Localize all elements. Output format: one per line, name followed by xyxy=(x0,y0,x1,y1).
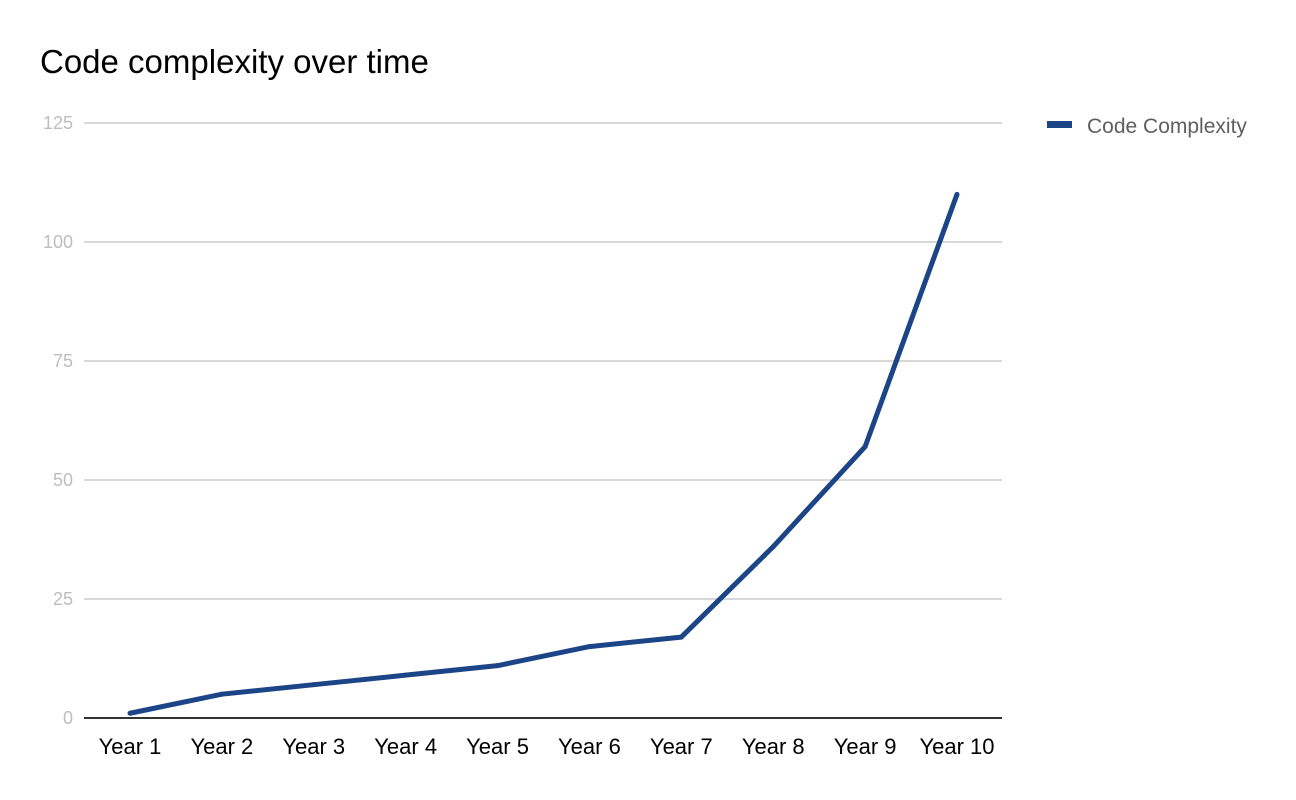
chart-title: Code complexity over time xyxy=(40,43,429,80)
x-tick-label: Year 5 xyxy=(466,734,529,759)
gridlines xyxy=(84,122,1002,719)
x-tick-label: Year 4 xyxy=(374,734,437,759)
data-point xyxy=(586,644,592,650)
x-tick-label: Year 8 xyxy=(742,734,805,759)
y-axis-ticks: 0 25 50 75 100 125 xyxy=(43,113,73,728)
x-tick-label: Year 1 xyxy=(99,734,162,759)
y-tick-label: 50 xyxy=(53,470,73,490)
x-tick-label: Year 2 xyxy=(190,734,253,759)
x-tick-label: Year 7 xyxy=(650,734,713,759)
data-point xyxy=(862,444,868,450)
y-tick-label: 75 xyxy=(53,351,73,371)
x-axis-ticks: Year 1 Year 2 Year 3 Year 4 Year 5 Year 6 Year… xyxy=(99,734,995,759)
data-point xyxy=(219,691,225,697)
data-point xyxy=(311,682,317,688)
x-tick-label: Year 3 xyxy=(282,734,345,759)
y-tick-label: 25 xyxy=(53,589,73,609)
series-line xyxy=(129,193,960,716)
data-point xyxy=(770,544,776,550)
legend-label: Code Complexity xyxy=(1087,115,1247,138)
x-tick-label: Year 10 xyxy=(919,734,994,759)
y-tick-label: 100 xyxy=(43,232,73,252)
y-tick-label: 125 xyxy=(43,113,73,133)
x-tick-label: Year 9 xyxy=(834,734,897,759)
legend: Code Complexity xyxy=(1047,115,1247,138)
data-point xyxy=(678,634,684,640)
data-point xyxy=(127,710,133,716)
y-tick-label: 0 xyxy=(63,708,73,728)
data-point xyxy=(495,663,501,669)
series-group xyxy=(127,191,960,716)
data-point xyxy=(403,672,409,678)
data-point xyxy=(954,191,960,197)
x-tick-label: Year 6 xyxy=(558,734,621,759)
legend-swatch xyxy=(1047,121,1072,128)
